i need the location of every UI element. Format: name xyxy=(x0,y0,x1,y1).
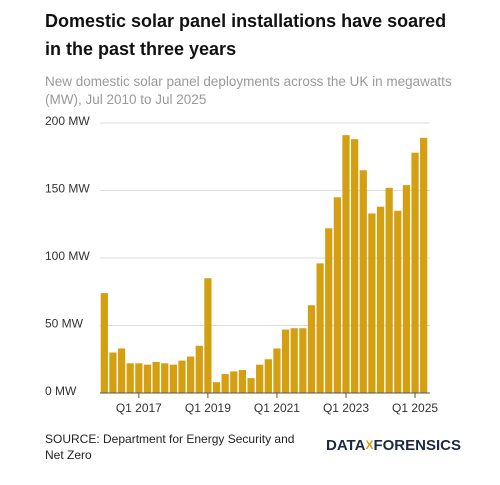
bar xyxy=(307,305,316,393)
bar xyxy=(273,348,281,393)
bar xyxy=(152,361,160,393)
bar xyxy=(316,263,324,393)
y-tick-label: 50 MW xyxy=(45,317,84,331)
bar xyxy=(230,371,238,393)
logo: DATAXFORENSICS xyxy=(326,437,461,454)
bar xyxy=(247,378,255,393)
bar xyxy=(212,382,221,393)
chart-subtitle: New domestic solar panel deployments acr… xyxy=(45,74,452,107)
bar xyxy=(178,360,186,393)
x-tick-label: Q1 2023 xyxy=(323,401,369,415)
bar xyxy=(394,210,402,393)
source: SOURCE: Department for Energy Security a… xyxy=(45,432,294,462)
chart-title: Domestic solar panel installations have … xyxy=(45,11,446,59)
bar xyxy=(411,152,419,393)
bar xyxy=(143,364,152,393)
y-tick-label: 0 MW xyxy=(45,384,77,398)
bar xyxy=(238,370,247,393)
bar xyxy=(256,364,264,393)
x-tick-label: Q1 2019 xyxy=(185,401,231,415)
bar xyxy=(351,139,359,393)
bar xyxy=(169,364,177,393)
y-tick-label: 200 MW xyxy=(45,114,90,128)
bar xyxy=(161,363,169,393)
bar xyxy=(368,213,376,393)
bar xyxy=(187,356,195,393)
y-tick-label: 100 MW xyxy=(45,249,90,263)
x-tick-label: Q1 2017 xyxy=(116,401,162,415)
bar xyxy=(299,328,307,393)
bar xyxy=(290,328,298,393)
bar xyxy=(126,363,134,393)
bar xyxy=(359,170,367,393)
bar xyxy=(109,352,117,393)
y-tick-label: 150 MW xyxy=(45,182,90,196)
bar xyxy=(402,185,411,393)
bar xyxy=(100,293,108,393)
bar xyxy=(117,348,126,393)
bar xyxy=(135,363,143,393)
x-tick-label: Q1 2025 xyxy=(392,401,438,415)
bar xyxy=(221,374,229,393)
logo-part: DATA xyxy=(326,437,366,454)
bar xyxy=(325,228,333,393)
bar xyxy=(195,345,203,393)
bar xyxy=(333,197,341,393)
bar xyxy=(281,329,290,393)
logo-part: FORENSICS xyxy=(373,437,461,454)
bar xyxy=(204,278,212,393)
bar xyxy=(385,187,393,393)
logo-part: X xyxy=(365,438,373,452)
bar xyxy=(376,206,385,393)
x-tick-label: Q1 2021 xyxy=(254,401,300,415)
bar xyxy=(420,137,428,393)
bar xyxy=(264,359,272,393)
bar xyxy=(342,135,350,393)
